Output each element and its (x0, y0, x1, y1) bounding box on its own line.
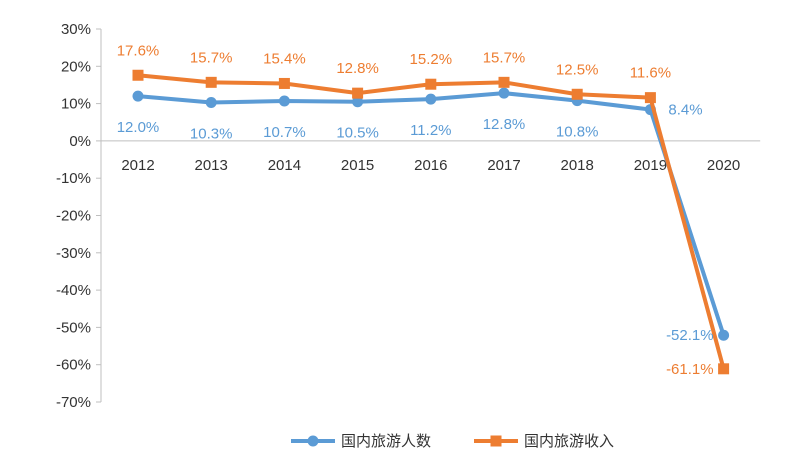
data-point (498, 87, 510, 99)
data-labels: 12.0% 10.3% 10.7% 10.5% 11.2% 12.8% 10.8% 8.4% -… (117, 42, 714, 378)
data-label: 12.5% (556, 61, 599, 78)
series-layer (132, 69, 730, 375)
data-point (571, 88, 583, 100)
data-label: -52.1% (666, 327, 714, 344)
x-tick-label: 2018 (561, 157, 594, 174)
legend-label: 国内旅游人数 (341, 432, 431, 450)
y-tick-label: -10% (56, 170, 91, 187)
data-point (644, 92, 656, 104)
data-point (352, 96, 364, 108)
data-label: -61.1% (666, 361, 714, 378)
x-axis: 2012 2013 2014 2015 2016 2017 2018 2019 2020 (101, 140, 761, 174)
y-tick-label: -40% (56, 282, 91, 299)
data-label: 17.6% (117, 42, 160, 59)
data-label: 11.6% (630, 65, 671, 82)
data-label: 15.4% (263, 50, 306, 67)
series-line-2 (137, 73, 726, 370)
y-tick-label: 0% (69, 133, 91, 150)
data-label: 12.8% (483, 116, 526, 133)
x-tick-label: 2019 (634, 157, 667, 174)
x-tick-label: 2015 (341, 157, 374, 174)
data-point (718, 329, 730, 341)
y-tick-label: 10% (61, 96, 91, 113)
data-label: 12.8% (336, 60, 379, 77)
data-label: 15.7% (483, 49, 526, 66)
legend-label: 国内旅游收入 (524, 432, 614, 450)
x-tick-label: 2013 (195, 157, 228, 174)
data-point (352, 87, 364, 99)
y-tick-label: -20% (56, 208, 91, 225)
y-axis: 30% 20% 10% 0% -10% -20% -30% -40% -50% -60% -70% (56, 21, 102, 411)
data-label: 10.3% (190, 125, 233, 142)
y-tick-label: -50% (56, 319, 91, 336)
data-label: 10.7% (263, 124, 306, 141)
x-tick-label: 2020 (707, 157, 740, 174)
data-label: 15.2% (410, 51, 453, 68)
y-tick-label: -60% (56, 357, 91, 374)
data-point (498, 76, 510, 88)
legend-marker (490, 435, 502, 447)
legend-marker (307, 435, 319, 447)
data-point (132, 90, 144, 102)
y-tick-label: -30% (56, 245, 91, 262)
data-label: 11.2% (410, 122, 451, 139)
data-label: 10.8% (556, 124, 599, 141)
x-tick-label: 2012 (121, 157, 154, 174)
data-point (132, 69, 144, 81)
data-point (205, 96, 217, 108)
data-point (205, 76, 217, 88)
legend: 国内旅游人数 国内旅游收入 (291, 432, 614, 450)
data-point (718, 363, 730, 375)
x-tick-label: 2017 (487, 157, 520, 174)
data-label: 15.7% (190, 49, 233, 66)
x-tick-label: 2016 (414, 157, 447, 174)
data-point (425, 78, 437, 90)
data-point (278, 95, 290, 107)
data-label: 12.0% (117, 119, 160, 136)
y-tick-label: -70% (56, 394, 91, 411)
data-label: 8.4% (668, 102, 702, 119)
data-point (425, 93, 437, 105)
data-label: 10.5% (336, 125, 379, 142)
y-tick-label: 30% (61, 21, 91, 38)
y-tick-label: 20% (61, 58, 91, 75)
x-tick-label: 2014 (268, 157, 301, 174)
data-point (278, 77, 290, 89)
